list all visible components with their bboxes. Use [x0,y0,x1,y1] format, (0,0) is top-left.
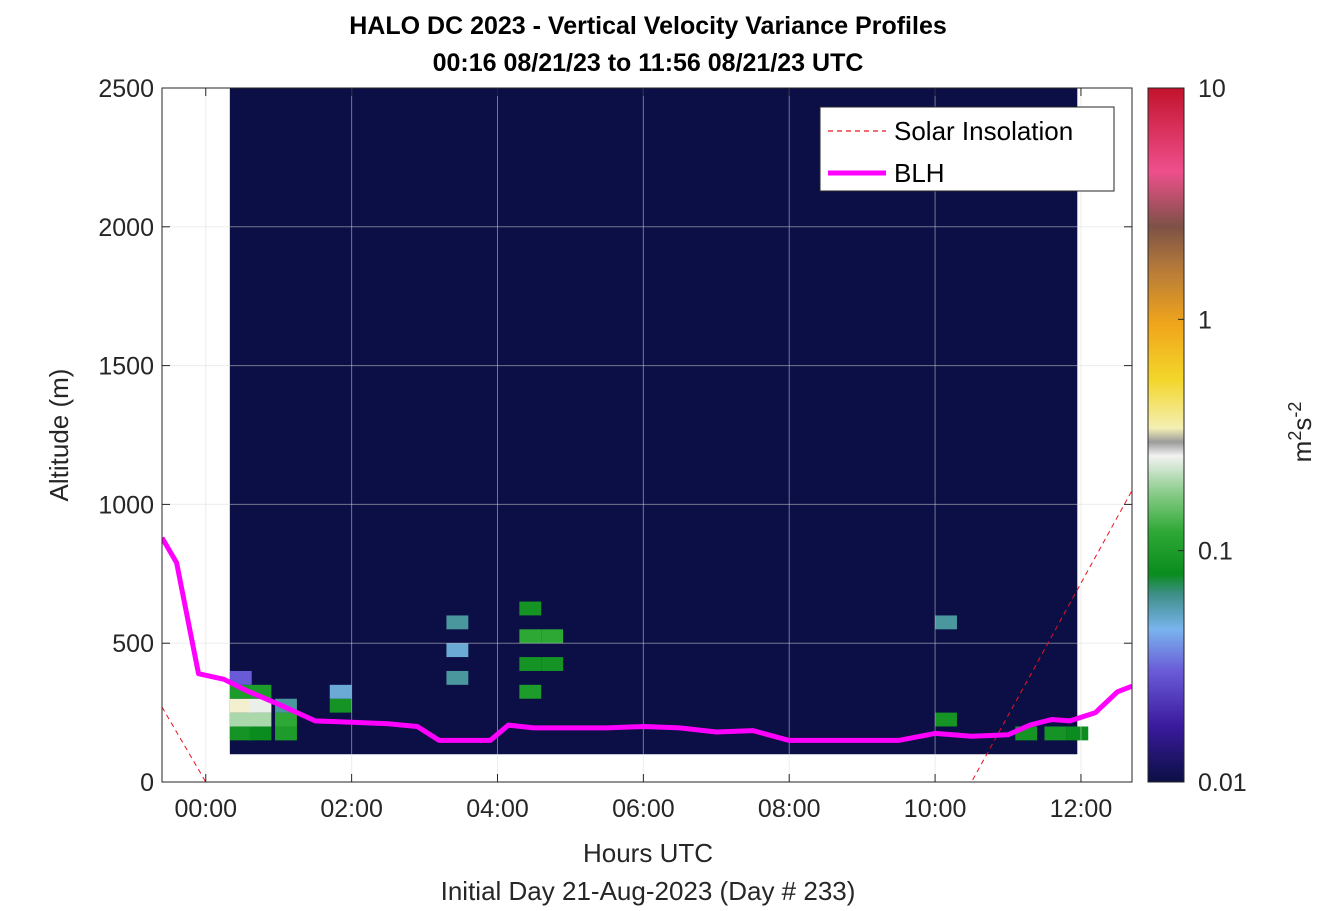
heatmap-cell [1066,726,1089,741]
x-tick-label: 04:00 [466,795,529,823]
series-solar-insolation [162,490,1132,782]
series-lines [162,490,1132,782]
heatmap-cell [229,712,252,727]
colorbar-tick-label: 1 [1198,306,1212,334]
x-tick-label: 12:00 [1050,795,1113,823]
grid [162,88,1132,782]
y-axis-label: Altitude (m) [44,369,74,502]
colorbar-label: m2s-2 [1285,402,1317,463]
heatmap-cell [329,698,352,713]
heatmap-cell [249,712,272,727]
y-tick-label: 0 [140,769,154,797]
x-axis: 00:00 02:00 04:00 06:00 08:00 10:00 12:00 [174,88,1112,823]
y-tick-label: 500 [112,630,154,658]
heatmap-cell [329,684,352,699]
legend-label-solar: Solar Insolation [894,116,1073,146]
heatmap-cell [446,670,469,685]
heatmap-cell [249,698,272,713]
y-tick-label: 2500 [98,75,154,103]
colorbar-gradient [1147,87,1185,783]
y-tick-label: 1500 [98,353,154,381]
heatmap-cell [229,726,252,741]
x-tick-label: 00:00 [174,795,237,823]
legend-label-blh: BLH [894,158,945,188]
heatmap-cell [446,615,469,630]
chart-subtitle: 00:16 08/21/23 to 11:56 08/21/23 UTC [433,49,864,77]
heatmap-cell [519,657,542,671]
legend: Solar Insolation BLH [819,106,1115,192]
heatmap-cell [519,601,542,616]
x-tick-label: 08:00 [758,795,821,823]
x-tick-label: 06:00 [612,795,675,823]
series-blh [162,536,1132,743]
x-tick-label: 10:00 [904,795,967,823]
heatmap-cell [541,629,564,644]
x-axis-label: Hours UTC [583,838,713,868]
heatmap-cell [249,726,272,741]
heatmap-cell [519,684,542,699]
heatmap-cell [229,670,252,685]
colorbar-tick-label: 0.1 [1198,538,1233,566]
colorbar: 0.01 0.1 1 10 m2s-2 [1147,75,1317,797]
chart-title: HALO DC 2023 - Vertical Velocity Varianc… [349,12,947,40]
heatmap-cell [935,712,957,727]
heatmap-cell [519,629,542,644]
colorbar-tick-label: 0.01 [1198,769,1247,797]
y-tick-label: 1000 [98,491,154,519]
heatmap-cell [229,698,252,713]
y-axis: 0 500 1000 1500 2000 2500 [98,75,1132,797]
y-tick-label: 2000 [98,214,154,242]
x-tick-label: 02:00 [320,795,383,823]
heatmap-cell [275,726,297,741]
heatmap-cell [1044,726,1067,741]
x-axis-sublabel: Initial Day 21-Aug-2023 (Day # 233) [441,876,856,906]
plot-frame [161,87,1133,783]
heatmap-cell [275,712,297,727]
colorbar-ticks: 0.01 0.1 1 10 [1178,75,1247,797]
heatmap-cell [446,643,469,658]
colorbar-tick-label: 10 [1198,75,1226,103]
heatmap-cell [935,615,957,630]
heatmap-cell [541,657,564,671]
legend-box [819,106,1115,192]
